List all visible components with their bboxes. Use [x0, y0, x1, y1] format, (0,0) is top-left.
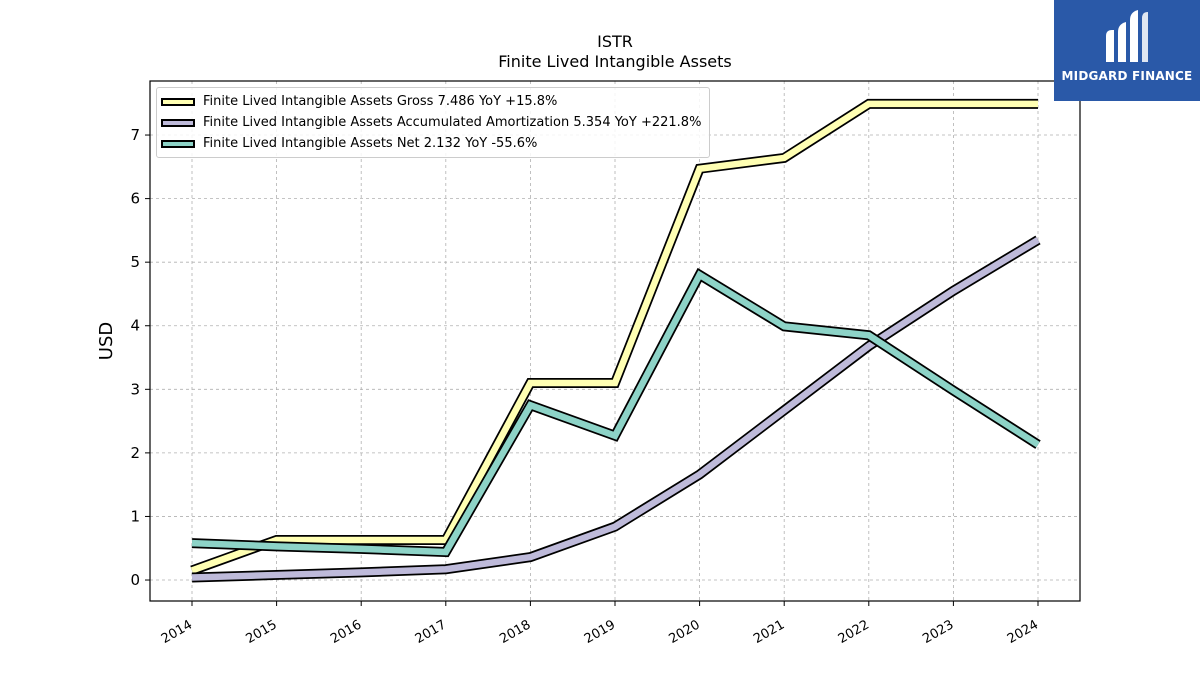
data-point [445, 569, 446, 570]
data-point [615, 382, 616, 383]
data-point [276, 574, 277, 575]
data-point [445, 552, 446, 553]
data-point [530, 557, 531, 558]
x-tick-label: 2020 [667, 617, 703, 647]
chart-legend: Finite Lived Intangible Assets Gross 7.4… [156, 87, 711, 158]
series-line [190, 100, 1038, 574]
legend-item-amortization: Finite Lived Intangible Assets Accumulat… [161, 112, 701, 133]
data-point [615, 526, 616, 527]
data-point [361, 539, 362, 540]
series-lines [190, 98, 1041, 583]
series-line [191, 237, 1040, 581]
data-point [784, 157, 785, 158]
x-tick-label: 2021 [751, 617, 787, 647]
data-point [1038, 103, 1039, 104]
y-tick-label: 2 [130, 444, 140, 462]
legend-swatch-net [161, 139, 195, 148]
y-tick-label: 6 [130, 190, 140, 208]
chart-subtitle: Finite Lived Intangible Assets [498, 52, 732, 71]
x-tick-label: 2014 [159, 617, 195, 647]
x-tick-label: 2017 [413, 617, 449, 647]
data-point [868, 103, 869, 104]
data-point [192, 570, 193, 571]
legend-label-amortization: Finite Lived Intangible Assets Accumulat… [203, 115, 702, 130]
data-point [276, 546, 277, 547]
legend-swatch-gross [161, 97, 195, 106]
x-tick-label: 2023 [920, 617, 956, 647]
y-tick-label: 5 [130, 253, 140, 271]
legend-swatch-amortization [161, 118, 195, 127]
y-tick-label: 0 [130, 571, 140, 589]
data-point [361, 548, 362, 549]
data-point [192, 577, 193, 578]
data-point [530, 382, 531, 383]
x-tick-label: 2018 [497, 617, 533, 647]
data-point [615, 435, 616, 436]
data-point [699, 168, 700, 169]
x-tick-label: 2022 [836, 617, 872, 647]
data-point [784, 326, 785, 327]
data-point [361, 572, 362, 573]
data-point [868, 346, 869, 347]
data-point [699, 474, 700, 475]
data-point [1038, 444, 1039, 445]
data-point [868, 335, 869, 336]
y-tick-label: 4 [130, 317, 140, 335]
series-1 [191, 235, 1041, 583]
grid-lines [150, 81, 1080, 601]
logo-text: MIDGARD FINANCE [1061, 69, 1193, 83]
x-tick-label: 2016 [328, 617, 364, 647]
data-point [953, 290, 954, 291]
data-point [192, 543, 193, 544]
legend-item-gross: Finite Lived Intangible Assets Gross 7.4… [161, 91, 701, 112]
legend-label-net: Finite Lived Intangible Assets Net 2.132… [203, 136, 538, 151]
legend-label-gross: Finite Lived Intangible Assets Gross 7.4… [203, 94, 558, 109]
data-point [953, 390, 954, 391]
y-tick-label: 7 [130, 126, 140, 144]
data-point [953, 103, 954, 104]
x-tick-label: 2024 [1005, 617, 1041, 647]
chart-title: ISTR [597, 32, 633, 51]
y-tick-label: 3 [130, 380, 140, 398]
data-point [699, 274, 700, 275]
series-2 [191, 267, 1041, 558]
y-axis-label: USD [96, 322, 117, 360]
data-point [784, 410, 785, 411]
data-point [530, 405, 531, 406]
x-tick-label: 2015 [244, 617, 280, 647]
x-tick-label: 2019 [582, 617, 618, 647]
brand-logo: MIDGARD FINANCE [1054, 0, 1200, 101]
y-tick-label: 1 [130, 507, 140, 525]
data-point [1038, 239, 1039, 240]
midgard-logo-icon [1106, 10, 1148, 62]
series-line [191, 270, 1040, 556]
data-point [276, 539, 277, 540]
data-point [445, 539, 446, 540]
series-0 [190, 98, 1039, 576]
legend-item-net: Finite Lived Intangible Assets Net 2.132… [161, 133, 701, 154]
